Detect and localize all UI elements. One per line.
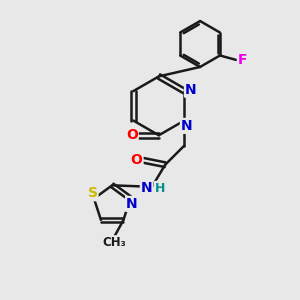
Text: CH₃: CH₃ [103, 236, 127, 249]
Text: S: S [88, 186, 98, 200]
Text: H: H [155, 182, 165, 195]
Text: N: N [185, 82, 196, 97]
Text: N: N [181, 119, 193, 133]
Text: O: O [131, 153, 142, 167]
Text: N: N [126, 197, 138, 211]
Text: F: F [238, 53, 247, 67]
Text: N: N [141, 181, 152, 195]
Text: O: O [126, 128, 138, 142]
